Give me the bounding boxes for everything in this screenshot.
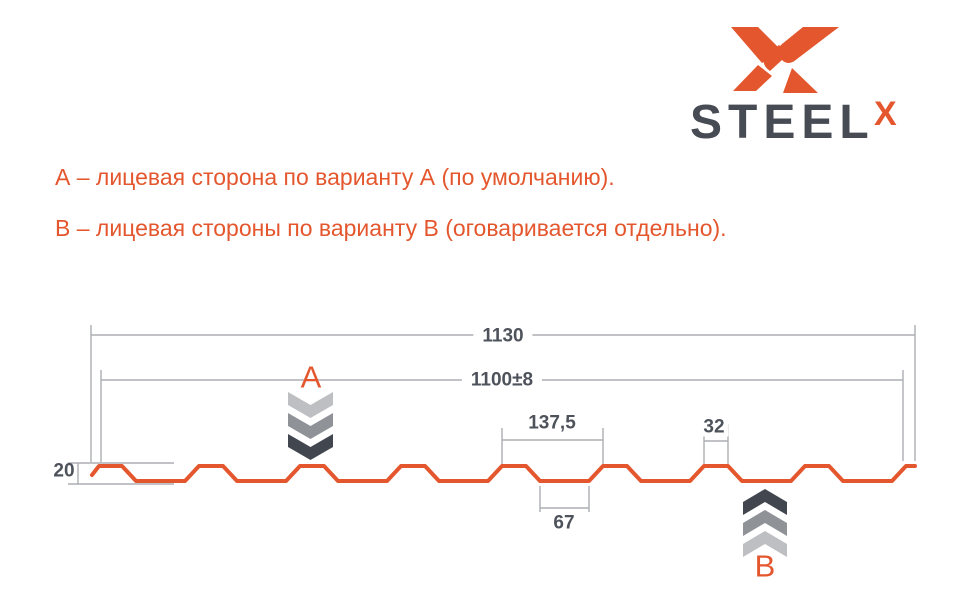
dimension-lines bbox=[68, 325, 916, 512]
brand-name: STEEL bbox=[690, 96, 875, 149]
side-a-chevrons bbox=[288, 392, 333, 460]
chevron-a-dark bbox=[288, 434, 333, 460]
side-b-chevrons bbox=[743, 489, 787, 557]
logo-bottom-left-arm bbox=[733, 65, 772, 91]
chevron-a-light bbox=[288, 392, 333, 418]
side-a-label: A bbox=[300, 359, 322, 395]
logo-center-s bbox=[763, 45, 785, 71]
brand-superscript-x: X bbox=[874, 95, 897, 133]
dimension-profile-height: 20 bbox=[53, 460, 75, 482]
dimension-rib-bottom-width: 67 bbox=[553, 512, 575, 534]
logo-top-right-arm bbox=[777, 27, 839, 63]
side-b-label: B bbox=[754, 548, 776, 584]
dimension-overall-width: 1130 bbox=[473, 326, 533, 346]
dimension-rib-pitch: 137,5 bbox=[524, 413, 580, 433]
chevron-b-light bbox=[743, 531, 787, 557]
chevron-b-medium bbox=[743, 510, 787, 536]
dimension-cover-width: 1100±8 bbox=[461, 370, 543, 390]
brand-logo-icon bbox=[731, 27, 839, 93]
note-variant-a: А – лицевая сторона по варианту А (по ум… bbox=[55, 164, 615, 190]
note-variant-b: В – лицевая стороны по варианту В (огова… bbox=[55, 215, 727, 241]
chevron-a-medium bbox=[288, 413, 333, 439]
profile-section-line bbox=[90, 464, 917, 483]
dimension-rib-top-width: 32 bbox=[699, 417, 729, 437]
chevron-b-dark bbox=[743, 489, 787, 515]
logo-bottom-right-arm bbox=[783, 68, 818, 93]
